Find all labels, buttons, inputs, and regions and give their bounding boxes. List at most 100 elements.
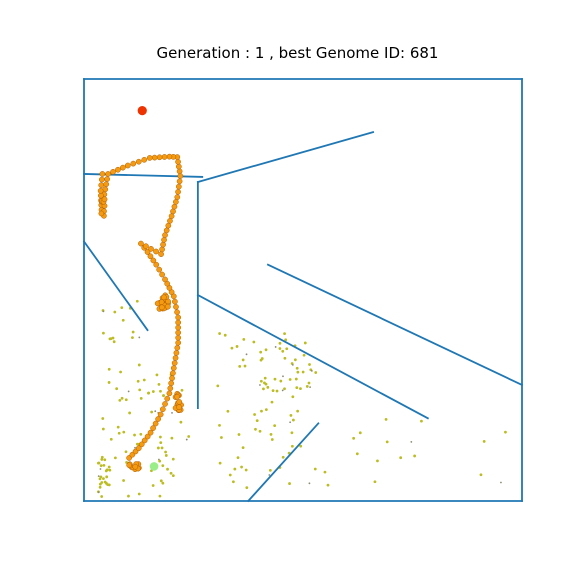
population-point <box>108 337 112 341</box>
population-point <box>237 433 241 436</box>
population-point <box>260 357 264 360</box>
best-path-point <box>156 266 163 273</box>
population-point <box>295 366 299 370</box>
population-point <box>158 494 162 498</box>
best-path-point <box>175 324 182 331</box>
population-point <box>241 358 245 362</box>
best-path-point <box>159 406 166 413</box>
population-point <box>218 461 222 465</box>
population-point <box>288 378 292 381</box>
best-path-point <box>171 203 178 210</box>
best-path-point <box>159 246 165 253</box>
population-point <box>218 423 221 427</box>
population-point <box>291 363 294 366</box>
population-point <box>161 464 165 468</box>
markers <box>137 106 159 471</box>
population-point <box>151 484 155 487</box>
population-point <box>226 409 230 413</box>
population-point <box>138 336 141 339</box>
population-point <box>122 479 125 482</box>
best-path-point <box>173 199 179 205</box>
population-point <box>504 430 507 434</box>
population-point <box>137 492 141 496</box>
best-path-point <box>174 394 180 400</box>
best-path-point <box>166 390 173 397</box>
wall-segment <box>196 293 430 420</box>
population-point <box>270 438 274 441</box>
population-point <box>156 446 160 450</box>
population-point <box>113 310 117 314</box>
population-point <box>289 421 292 424</box>
population-point <box>296 370 300 374</box>
population-point <box>113 456 117 460</box>
population-point <box>155 373 159 377</box>
best-path-point <box>150 257 157 264</box>
population-point <box>96 461 100 465</box>
population-point <box>385 440 389 444</box>
best-path-point <box>165 303 171 310</box>
best-path-point <box>177 173 184 179</box>
population-point <box>107 367 111 371</box>
best-path-point <box>175 314 182 321</box>
population-point <box>164 450 167 454</box>
population-point <box>97 491 100 493</box>
best-path-point <box>173 350 180 356</box>
best-path-point <box>101 196 108 203</box>
best-path-point <box>153 261 160 268</box>
population-point <box>259 384 261 386</box>
best-path-point <box>167 218 173 224</box>
population-point <box>283 387 286 391</box>
population-point <box>302 353 306 357</box>
population-point <box>118 398 122 402</box>
best-path-point <box>153 248 159 255</box>
population-point <box>278 347 282 350</box>
population-point <box>127 494 130 498</box>
best-path-point <box>160 294 167 301</box>
population-point <box>115 387 119 391</box>
population-point <box>107 483 111 487</box>
population-point <box>255 419 259 423</box>
chart-title: Generation : 1 , best Genome ID: 681 <box>156 44 439 62</box>
population-point <box>293 358 297 362</box>
population-point <box>299 387 302 391</box>
population-point <box>169 471 173 475</box>
best-path-point <box>159 271 165 278</box>
population-point <box>102 310 105 313</box>
population-point <box>413 454 417 458</box>
population-point <box>112 340 116 344</box>
best-path-point <box>169 375 175 382</box>
maze-walls <box>82 78 524 503</box>
population-point <box>117 431 121 435</box>
population-point <box>159 441 163 445</box>
population-point <box>116 425 120 429</box>
population-point <box>290 431 294 435</box>
best-path-point <box>174 309 180 316</box>
population-point <box>98 482 102 486</box>
best-path-point <box>175 189 181 195</box>
best-path-point <box>155 416 161 422</box>
population-point <box>104 481 108 485</box>
best-path-point <box>176 168 183 175</box>
best-path-point <box>146 155 153 161</box>
population-point <box>244 468 248 472</box>
best-path-point <box>162 276 168 283</box>
population-point <box>187 435 191 438</box>
population-point <box>259 379 263 383</box>
population-point <box>296 409 300 413</box>
population-point <box>263 381 266 385</box>
population-point <box>160 446 164 450</box>
best-path-point <box>110 168 116 175</box>
population-point <box>240 465 243 469</box>
population-point <box>108 468 112 472</box>
best-path-point <box>176 178 183 185</box>
best-path-point <box>158 299 165 305</box>
best-path-point <box>164 395 171 402</box>
population-point <box>185 438 188 441</box>
population-point <box>241 446 245 449</box>
population-point <box>271 389 275 392</box>
best-path-point <box>141 437 148 444</box>
population-point <box>236 456 240 460</box>
population-point <box>138 388 142 392</box>
best-path-point <box>105 171 111 177</box>
